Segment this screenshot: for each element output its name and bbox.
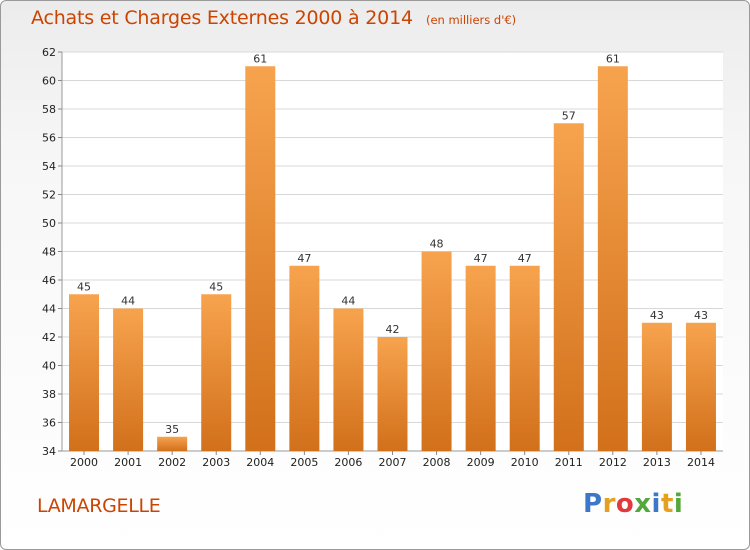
chart-title-text: Achats et Charges Externes 2000 à 2014 [31,7,413,29]
y-tick-label: 46 [42,274,56,287]
x-tick-label: 2004 [246,456,274,469]
logo-letter: i [651,489,661,519]
y-tick-label: 44 [42,303,56,316]
y-tick-label: 60 [42,75,56,88]
logo-letter: i [673,489,684,519]
y-tick-label: 34 [42,445,56,458]
y-tick-label: 50 [42,217,56,230]
x-tick-label: 2002 [158,456,186,469]
y-tick-label: 38 [42,388,56,401]
y-tick-label: 36 [42,417,56,430]
bar-value-label: 43 [694,309,708,322]
x-tick-label: 2000 [70,456,98,469]
bar [597,66,628,451]
proxiti-logo: Proxiti [583,489,683,519]
bar [69,294,100,451]
x-tick-label: 2013 [643,456,671,469]
bar-value-label: 44 [121,295,135,308]
bar [685,322,716,451]
x-tick-label: 2012 [599,456,627,469]
bar [113,308,144,451]
logo-letter: x [634,489,652,519]
y-tick-label: 52 [42,189,56,202]
logo-letter: P [583,489,603,519]
bar-value-label: 42 [386,323,400,336]
chart-unit-text: (en milliers d'€) [425,13,517,27]
bar [245,66,276,451]
bar [289,265,320,451]
bar [465,265,496,451]
x-tick-label: 2014 [687,456,715,469]
x-tick-label: 2003 [202,456,230,469]
bar-value-label: 43 [650,309,664,322]
y-tick-label: 58 [42,103,56,116]
commune-name: LAMARGELLE [37,495,161,517]
y-tick-label: 56 [42,132,56,145]
bar-value-label: 47 [518,252,532,265]
x-tick-label: 2001 [114,456,142,469]
x-tick-label: 2006 [334,456,362,469]
x-tick-label: 2010 [511,456,539,469]
bar-value-label: 44 [341,295,355,308]
bar-value-label: 61 [253,52,267,65]
y-tick-label: 54 [42,160,56,173]
y-tick-label: 62 [42,46,56,59]
bar [377,337,408,451]
bar [333,308,364,451]
logo-letter: t [660,489,674,519]
bar-value-label: 48 [430,238,444,251]
x-tick-label: 2005 [290,456,318,469]
bar-value-label: 45 [77,280,91,293]
y-tick-label: 48 [42,246,56,259]
logo-letter: o [615,489,635,519]
bar [201,294,232,451]
bar-value-label: 47 [297,252,311,265]
bar-value-label: 35 [165,423,179,436]
chart-title: Achats et Charges Externes 2000 à 2014 (… [31,7,516,29]
y-tick-label: 42 [42,331,56,344]
bar [641,322,672,451]
x-tick-label: 2009 [467,456,495,469]
x-tick-label: 2011 [555,456,583,469]
bar [421,251,452,451]
bar [509,265,540,451]
x-tick-label: 2008 [423,456,451,469]
logo-letter: r [602,489,616,519]
bar [157,436,188,451]
bar [553,123,584,451]
bar-value-label: 47 [474,252,488,265]
bar-value-label: 61 [606,52,620,65]
y-tick-label: 40 [42,360,56,373]
x-tick-label: 2007 [379,456,407,469]
bar-value-label: 57 [562,109,576,122]
bar-value-label: 45 [209,280,223,293]
